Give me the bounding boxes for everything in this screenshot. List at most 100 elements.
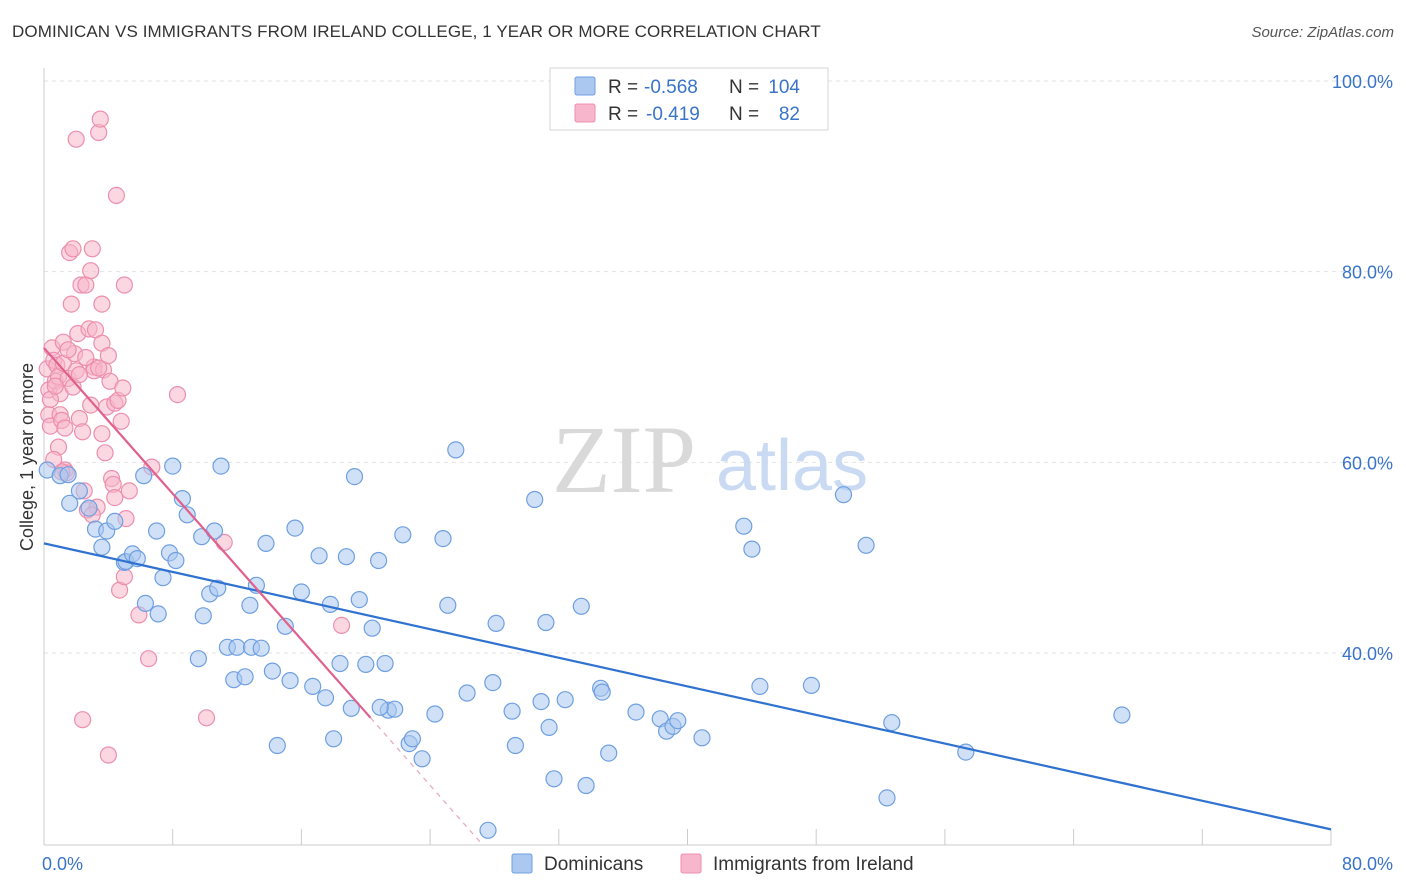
dominican-point-79 (572, 597, 590, 615)
dominican-point-29 (212, 457, 230, 475)
bottom-legend: Dominicans Immigrants from Ireland (511, 853, 914, 875)
dominican-point-27 (205, 522, 224, 540)
legend: R = -0.568 N = 104 R = -0.419 N = 82 (549, 67, 829, 131)
legend-n-label-1: N = (729, 77, 759, 98)
ireland-point-52 (115, 568, 134, 586)
dominican-point-95 (857, 536, 875, 554)
bottom-legend-swatch-ireland (680, 853, 702, 874)
dominican-point-46 (316, 689, 335, 707)
y-tick-label-40: 40.0% (1342, 644, 1393, 664)
ireland-point-51 (115, 276, 134, 294)
watermark-zip: ZIP (552, 406, 696, 513)
y-tick-label-60: 60.0% (1342, 453, 1393, 473)
dominican-point-69 (484, 673, 502, 692)
dominican-point-99 (1113, 706, 1131, 724)
dominican-point-36 (252, 639, 270, 657)
dominican-point-91 (743, 540, 761, 558)
dominican-point-83 (600, 744, 618, 762)
x-tick-label-80: 80.0% (1342, 854, 1393, 874)
legend-r-label-1: R = (608, 77, 638, 98)
ireland-point-75 (59, 341, 77, 359)
dominican-point-76 (540, 718, 558, 737)
ireland-point-59 (197, 709, 216, 727)
ireland-point-18 (64, 240, 82, 258)
ireland-point-58 (168, 386, 187, 404)
ireland-point-61 (333, 616, 351, 635)
dominican-point-65 (439, 596, 457, 614)
dominican-point-63 (413, 750, 431, 768)
dominican-point-93 (802, 676, 821, 695)
dominican-point-2 (59, 466, 77, 484)
dominican-point-28 (209, 579, 227, 597)
ireland-point-28 (82, 262, 100, 280)
dominican-point-100 (371, 698, 389, 716)
legend-swatch-ireland (574, 103, 596, 123)
ireland-point-46 (107, 186, 126, 204)
y-axis-label: College, 1 year or more (17, 363, 37, 551)
dominican-point-4 (70, 482, 89, 500)
ireland-point-73 (90, 359, 108, 377)
dominican-point-78 (556, 691, 574, 709)
legend-box (549, 67, 829, 131)
dominican-point-37 (257, 534, 275, 553)
dominican-point-54 (357, 655, 375, 674)
bottom-legend-label-dominicans: Dominicans (544, 854, 643, 875)
dominican-point-45 (310, 547, 328, 565)
ireland-point-62 (99, 746, 118, 764)
dominican-point-24 (189, 650, 207, 668)
dominican-point-33 (236, 668, 254, 686)
ireland-trend-line (43, 347, 372, 719)
dominican-point-22 (173, 490, 191, 508)
legend-n-label-2: N = (729, 104, 759, 125)
dominican-point-21 (167, 551, 185, 570)
ireland-point-36 (93, 295, 111, 313)
dominican-point-96 (878, 789, 896, 807)
dominican-point-88 (669, 712, 687, 730)
dominican-point-55 (363, 619, 381, 637)
dominican-point-90 (735, 517, 753, 535)
dominican-point-49 (331, 654, 349, 673)
y-tick-label-80: 80.0% (1342, 263, 1393, 283)
dominican-point-17 (149, 605, 167, 623)
grid (44, 80, 1393, 654)
dominican-point-5 (80, 499, 98, 517)
dominican-point-47 (321, 595, 339, 614)
dominican-point-41 (281, 671, 299, 690)
dominican-point-42 (286, 519, 304, 537)
dominican-point-3 (61, 494, 79, 512)
ireland-point-39 (96, 444, 114, 462)
dominican-point-40 (276, 617, 294, 635)
x-tick-label-0: 0.0% (42, 854, 83, 874)
ireland-point-29 (83, 240, 101, 258)
trend-lines (43, 347, 1332, 845)
dominican-point-60 (394, 526, 412, 544)
y-tick-label-100: 100.0% (1332, 72, 1393, 92)
ireland-point-81 (77, 348, 95, 367)
ireland-point-71 (56, 419, 74, 437)
dominican-point-92 (751, 677, 769, 696)
dominican-point-101 (194, 607, 212, 625)
dominican-point-59 (386, 700, 404, 718)
dominican-point-72 (506, 736, 525, 755)
dominican-point-16 (148, 522, 166, 540)
ireland-point-79 (93, 425, 111, 443)
dominican-point-70 (487, 614, 505, 633)
ireland-point-74 (46, 377, 64, 395)
legend-swatch-dominicans (574, 76, 596, 96)
ireland-point-35 (91, 110, 109, 128)
dominican-point-20 (164, 457, 182, 475)
dominican-point-48 (325, 730, 343, 748)
dominican-point-56 (370, 551, 388, 570)
ireland-point-63 (73, 711, 92, 729)
ireland-point-76 (82, 396, 100, 414)
dominican-point-39 (268, 736, 286, 755)
dominican-point-23 (178, 506, 196, 524)
dominican-point-44 (304, 677, 322, 696)
dominican-point-74 (532, 692, 550, 711)
ireland-point-49 (112, 412, 130, 430)
ireland-point-64 (67, 130, 85, 148)
legend-r-label-2: R = (608, 104, 638, 125)
dominican-point-52 (345, 468, 364, 486)
dominican-point-43 (292, 583, 310, 601)
